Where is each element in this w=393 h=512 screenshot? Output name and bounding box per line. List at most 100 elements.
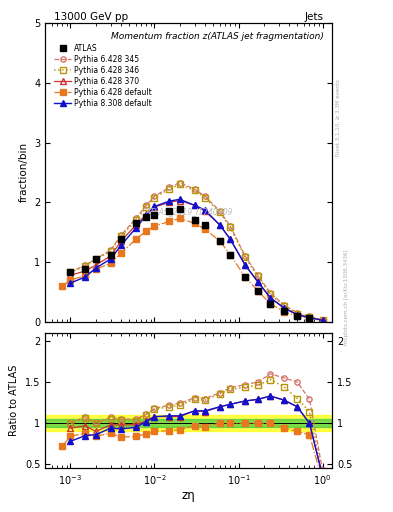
Pythia 6.428 346	[134, 217, 138, 223]
Pythia 8.308 default	[152, 203, 157, 209]
ATLAS	[68, 269, 73, 275]
Pythia 8.308 default	[167, 198, 172, 204]
Pythia 6.428 370	[83, 268, 88, 274]
Pythia 6.428 370	[134, 222, 138, 228]
Pythia 6.428 370	[167, 199, 172, 205]
Pythia 6.428 default	[295, 313, 299, 319]
Pythia 6.428 370	[192, 202, 197, 208]
Text: Jets: Jets	[305, 11, 323, 22]
Pythia 6.428 370	[255, 279, 260, 285]
ATLAS	[217, 238, 222, 244]
Line: Pythia 6.428 370: Pythia 6.428 370	[68, 198, 325, 323]
ATLAS	[255, 288, 260, 294]
Pythia 8.308 default	[94, 265, 98, 271]
Pythia 6.428 370	[119, 238, 123, 244]
ATLAS	[243, 274, 248, 280]
Pythia 6.428 346	[203, 195, 208, 201]
Pythia 6.428 default	[217, 238, 222, 244]
Pythia 6.428 345	[295, 310, 299, 316]
Pythia 6.428 345	[217, 208, 222, 215]
Pythia 6.428 346	[295, 311, 299, 317]
Pythia 6.428 default	[152, 223, 157, 229]
Pythia 8.308 default	[255, 279, 260, 285]
Pythia 8.308 default	[268, 295, 273, 301]
Pythia 6.428 346	[268, 291, 273, 297]
Pythia 8.308 default	[144, 212, 149, 219]
Line: Pythia 6.428 345: Pythia 6.428 345	[68, 180, 325, 323]
Pythia 6.428 default	[144, 228, 149, 234]
ATLAS	[144, 214, 149, 220]
Pythia 6.428 370	[307, 314, 312, 321]
Pythia 6.428 370	[203, 208, 208, 215]
Pythia 6.428 346	[282, 303, 286, 309]
Pythia 8.308 default	[68, 280, 73, 286]
Pythia 6.428 370	[295, 312, 299, 318]
Pythia 6.428 370	[68, 272, 73, 279]
Pythia 6.428 345	[68, 269, 73, 275]
Pythia 6.428 346	[217, 209, 222, 216]
ATLAS	[83, 266, 88, 272]
ATLAS	[152, 212, 157, 219]
ATLAS	[167, 208, 172, 215]
Pythia 6.428 default	[192, 220, 197, 226]
ATLAS	[282, 308, 286, 314]
Pythia 6.428 345	[243, 253, 248, 259]
Legend: ATLAS, Pythia 6.428 345, Pythia 6.428 346, Pythia 6.428 370, Pythia 6.428 defaul: ATLAS, Pythia 6.428 345, Pythia 6.428 34…	[52, 42, 154, 110]
Text: Rivet 3.1.10, ≥ 3.3M events: Rivet 3.1.10, ≥ 3.3M events	[336, 79, 341, 156]
Pythia 6.428 345	[268, 290, 273, 296]
Pythia 6.428 default	[228, 252, 233, 258]
Line: ATLAS: ATLAS	[68, 207, 312, 321]
Pythia 6.428 345	[282, 302, 286, 308]
Pythia 6.428 default	[243, 274, 248, 280]
Pythia 6.428 default	[268, 301, 273, 307]
Pythia 6.428 345	[177, 180, 182, 186]
ATLAS	[295, 313, 299, 319]
Pythia 6.428 346	[255, 273, 260, 280]
Pythia 6.428 346	[228, 224, 233, 230]
Pythia 8.308 default	[307, 314, 312, 321]
Pythia 6.428 346	[108, 248, 113, 254]
Pythia 6.428 default	[83, 273, 88, 279]
Pythia 6.428 370	[228, 236, 233, 242]
Pythia 6.428 346	[243, 254, 248, 260]
Line: Pythia 6.428 346: Pythia 6.428 346	[68, 182, 325, 323]
Line: Pythia 6.428 default: Pythia 6.428 default	[60, 216, 325, 323]
Pythia 6.428 345	[307, 313, 312, 319]
Pythia 6.428 default	[167, 218, 172, 224]
Pythia 6.428 default	[119, 250, 123, 256]
Pythia 6.428 default	[307, 315, 312, 322]
Pythia 8.308 default	[282, 305, 286, 311]
Line: Pythia 8.308 default: Pythia 8.308 default	[68, 197, 325, 323]
Pythia 6.428 346	[167, 186, 172, 192]
Pythia 8.308 default	[119, 242, 123, 248]
Pythia 6.428 346	[307, 314, 312, 320]
Pythia 6.428 345	[119, 232, 123, 238]
Pythia 8.308 default	[177, 196, 182, 202]
Y-axis label: fraction/bin: fraction/bin	[18, 142, 29, 202]
ATLAS	[119, 236, 123, 242]
Pythia 8.308 default	[217, 222, 222, 228]
Pythia 6.428 370	[152, 204, 157, 210]
Text: Momentum fraction z(ATLAS jet fragmentation): Momentum fraction z(ATLAS jet fragmentat…	[110, 32, 323, 41]
Pythia 6.428 370	[268, 295, 273, 301]
Pythia 6.428 370	[94, 262, 98, 268]
Pythia 6.428 345	[167, 184, 172, 190]
Pythia 6.428 default	[94, 266, 98, 272]
Pythia 6.428 345	[203, 193, 208, 199]
Text: 13000 GeV pp: 13000 GeV pp	[54, 11, 128, 22]
Pythia 6.428 345	[144, 202, 149, 208]
ATLAS	[307, 314, 312, 321]
Bar	[45, 419, 332, 428]
Pythia 8.308 default	[108, 256, 113, 262]
ATLAS	[268, 301, 273, 307]
Pythia 6.428 default	[320, 317, 325, 324]
Pythia 6.428 346	[192, 187, 197, 194]
Bar	[45, 415, 332, 432]
ATLAS	[94, 256, 98, 262]
Pythia 6.428 default	[108, 260, 113, 266]
Pythia 8.308 default	[228, 236, 233, 242]
Pythia 8.308 default	[243, 262, 248, 268]
ATLAS	[228, 252, 233, 258]
Pythia 6.428 370	[108, 253, 113, 259]
Pythia 6.428 345	[134, 216, 138, 222]
